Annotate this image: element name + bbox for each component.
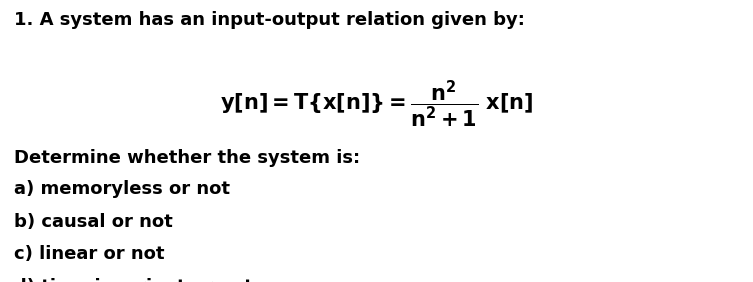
Text: $\mathbf{y[n] = T\{x[n]\} = \dfrac{n^2}{n^2 + 1}\ x[n]}$: $\mathbf{y[n] = T\{x[n]\} = \dfrac{n^2}{… bbox=[220, 79, 533, 130]
Text: Determine whether the system is:: Determine whether the system is: bbox=[14, 149, 360, 168]
Text: d) time-invariant or not: d) time-invariant or not bbox=[14, 278, 252, 282]
Text: 1. A system has an input-output relation given by:: 1. A system has an input-output relation… bbox=[14, 11, 524, 29]
Text: b) causal or not: b) causal or not bbox=[14, 213, 172, 231]
Text: c) linear or not: c) linear or not bbox=[14, 245, 164, 263]
Text: a) memoryless or not: a) memoryless or not bbox=[14, 180, 230, 199]
